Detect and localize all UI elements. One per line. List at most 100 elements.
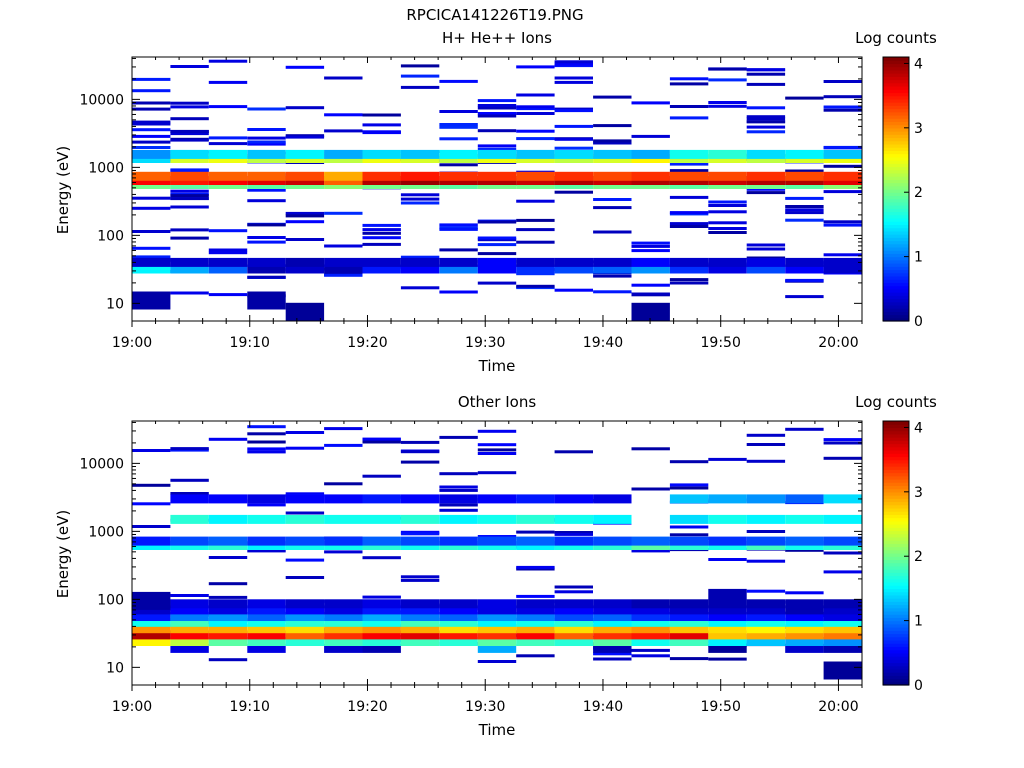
band-cell <box>593 643 632 653</box>
band-cell <box>362 171 401 181</box>
colorbar-step <box>883 69 909 74</box>
sparse-count-cell <box>400 440 440 444</box>
sparse-count-cell <box>746 130 786 134</box>
sparse-count-cell <box>400 460 440 464</box>
colorbar-step <box>883 311 909 316</box>
band-cell <box>708 637 747 646</box>
sparse-count-cell <box>669 222 709 226</box>
y-tick-label: 10000 <box>79 456 124 472</box>
band-cell <box>785 617 824 627</box>
band-cell <box>439 612 478 621</box>
band-cell <box>785 624 824 634</box>
colorbar-step <box>883 430 909 435</box>
band-cell <box>170 514 209 524</box>
colorbar-step <box>883 675 909 680</box>
y-tick-label: 100 <box>97 228 124 244</box>
band-cell <box>593 149 632 159</box>
colorbar-step <box>883 63 909 68</box>
sparse-count-cell <box>516 112 555 115</box>
band-cell <box>554 624 593 634</box>
band-cell <box>785 514 824 524</box>
sparse-count-cell <box>631 447 670 451</box>
sparse-count-cell <box>823 190 862 194</box>
sparse-count-cell <box>554 450 593 454</box>
sparse-count-cell <box>554 80 593 84</box>
colorbar-step <box>883 214 909 219</box>
sparse-count-cell <box>669 169 709 173</box>
sparse-count-cell <box>439 226 478 230</box>
band-cell <box>631 637 670 646</box>
band-cell <box>324 171 363 181</box>
sparse-count-cell <box>362 130 401 134</box>
sparse-count-cell <box>247 275 286 279</box>
colorbar-step <box>883 195 909 200</box>
sparse-count-cell <box>669 460 709 464</box>
colorbar-step <box>883 524 909 528</box>
colorbar-step <box>883 140 909 145</box>
colorbar-step <box>883 298 909 303</box>
band-cell <box>324 149 363 159</box>
sparse-count-cell <box>708 457 747 461</box>
y-tick-label: 10 <box>106 660 124 676</box>
colorbar-step <box>883 559 909 564</box>
colorbar-tick-label: 4 <box>914 56 923 72</box>
sparse-count-cell <box>362 595 401 599</box>
sparse-count-cell <box>516 594 555 598</box>
sparse-count-cell <box>516 129 555 133</box>
block-cell <box>247 291 286 310</box>
sparse-count-cell <box>285 214 325 218</box>
band-cell <box>554 149 593 159</box>
sparse-count-cell <box>170 478 209 482</box>
sparse-count-cell <box>631 648 670 652</box>
sparse-count-cell <box>477 129 517 133</box>
x-tick-label: 20:00 <box>818 699 858 715</box>
sparse-count-cell <box>708 227 747 230</box>
band-cell <box>324 536 363 546</box>
x-tick-label: 19:40 <box>583 699 623 715</box>
sparse-count-cell <box>208 142 248 146</box>
colorbar-step <box>883 472 909 477</box>
sparse-count-cell <box>516 93 555 97</box>
sparse-count-cell <box>785 548 824 552</box>
band-cell <box>785 605 824 615</box>
band-cell <box>208 612 248 621</box>
colorbar-step <box>883 95 909 100</box>
axis-ticks-bottom: 19:00 19:10 19:20 19:30 19:40 19:50 20:00 10 100… <box>79 421 863 715</box>
colorbar-step <box>883 143 909 148</box>
band-cell <box>400 617 440 627</box>
band-cell <box>631 630 670 640</box>
band-cell <box>823 605 862 615</box>
band-cell <box>477 630 517 640</box>
colorbar-step <box>883 131 909 135</box>
band-cell <box>516 257 555 267</box>
sparse-count-cell <box>554 190 593 194</box>
band-cell <box>477 514 517 524</box>
band-cell <box>746 617 786 627</box>
sparse-count-cell <box>477 660 517 663</box>
x-tick-label: 19:30 <box>465 335 505 351</box>
band-cell <box>516 599 555 609</box>
band-cell <box>823 599 862 609</box>
sparse-count-cell <box>439 503 478 507</box>
band-cell <box>170 536 209 546</box>
band-cell <box>631 171 670 181</box>
sparse-count-cell <box>170 197 209 201</box>
colorbar-step <box>883 665 909 670</box>
band-cell <box>170 171 209 181</box>
colorbar-step <box>883 498 909 503</box>
sparse-count-cell <box>708 221 747 225</box>
band-cell <box>823 494 862 504</box>
sparse-count-cell <box>669 281 709 285</box>
sparse-count-cell <box>516 272 555 276</box>
sparse-count-cell <box>324 443 363 447</box>
band-cell <box>669 494 709 504</box>
x-tick-label: 19:20 <box>347 335 387 351</box>
colorbar-step <box>883 66 909 71</box>
sparse-count-cell <box>785 295 824 299</box>
sparse-count-cell <box>324 211 363 215</box>
sparse-count-cell <box>669 195 709 199</box>
sparse-count-cell <box>247 140 286 144</box>
colorbar-step <box>883 546 909 551</box>
sparse-count-cell <box>247 240 286 244</box>
